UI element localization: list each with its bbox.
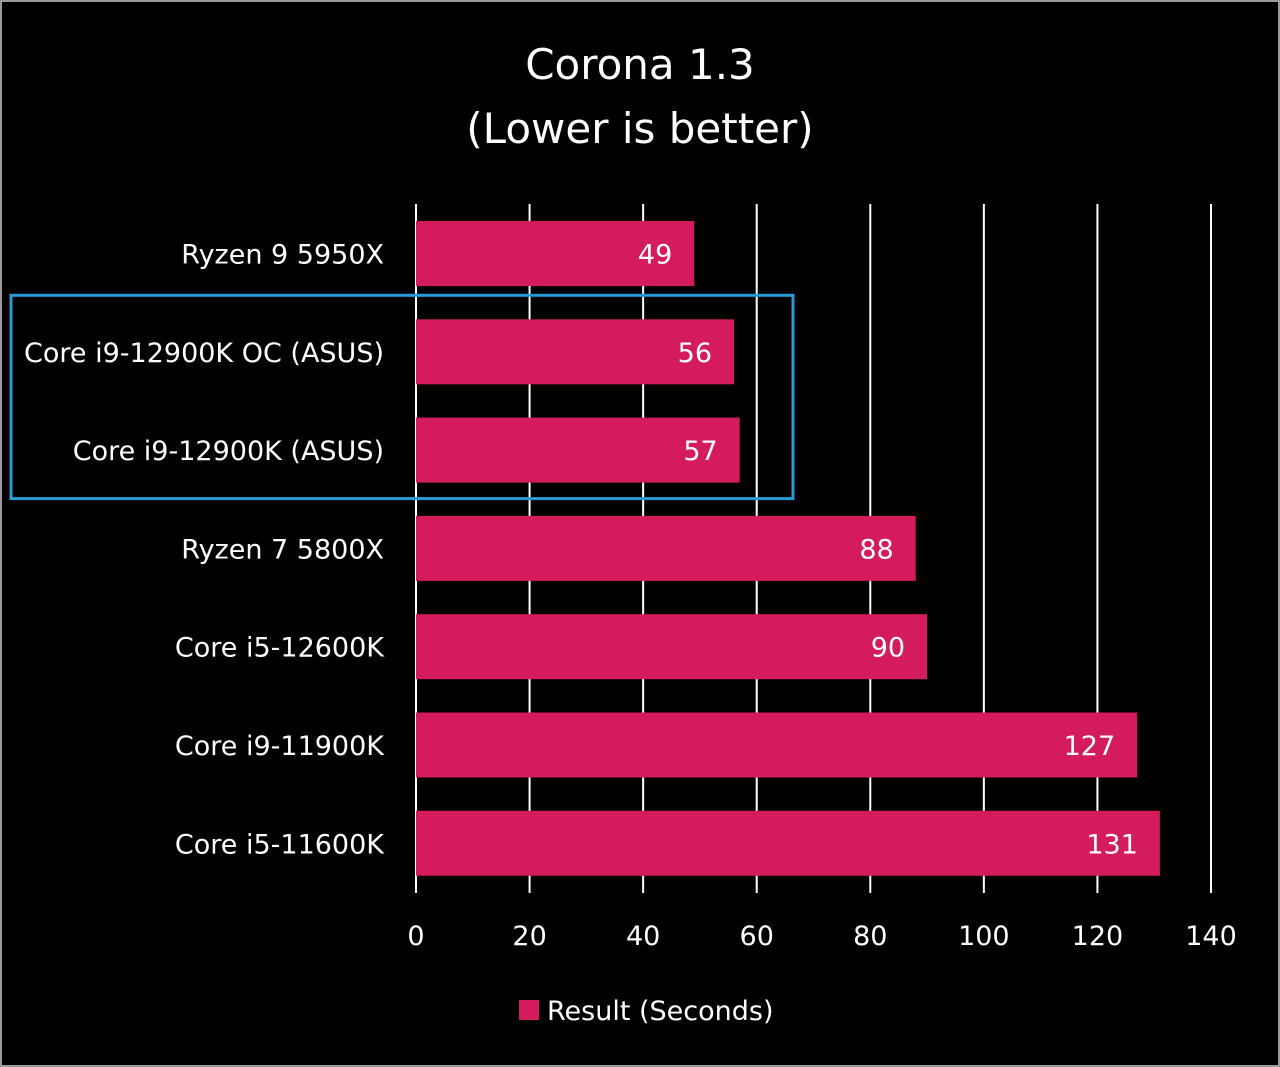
x-tick-label: 20 (512, 921, 546, 952)
bar (416, 810, 1160, 876)
category-label: Core i5-11600K (175, 829, 385, 860)
data-label: 127 (1064, 731, 1116, 762)
data-label: 90 (871, 633, 905, 664)
x-tick-label: 40 (626, 921, 660, 952)
category-label: Core i5-12600K (175, 633, 385, 664)
highlight-box (9, 293, 795, 501)
bar (416, 515, 916, 581)
chart-title-line-2: (Lower is better) (466, 104, 813, 153)
category-label: Core i9-11900K (175, 731, 385, 762)
x-tick-label: 120 (1072, 921, 1124, 952)
category-label: Core i9-12900K OC (ASUS) (24, 338, 384, 369)
x-tick-label: 140 (1185, 921, 1237, 952)
chart-title-line-1: Corona 1.3 (525, 40, 755, 89)
data-label: 49 (638, 240, 672, 271)
bar (416, 712, 1138, 778)
bar (416, 221, 695, 286)
x-tick-label: 80 (853, 921, 887, 952)
category-label: Core i9-12900K (ASUS) (73, 436, 384, 467)
bar (416, 319, 734, 385)
data-label: 88 (859, 534, 893, 565)
category-label: Ryzen 9 5950X (181, 240, 384, 271)
bars: 49 56 57 88 90 127 131 (416, 221, 1160, 876)
data-label: 56 (678, 338, 712, 369)
legend-swatch (519, 1000, 539, 1020)
x-tick-label: 0 (407, 921, 424, 952)
category-labels: Ryzen 9 5950X Core i9-12900K OC (ASUS) Cor… (24, 240, 385, 861)
legend: Result (Seconds) (519, 996, 774, 1027)
x-tick-label: 100 (958, 921, 1010, 952)
bar (416, 614, 928, 680)
legend-label: Result (Seconds) (547, 996, 774, 1027)
bar (416, 417, 740, 483)
category-label: Ryzen 7 5800X (181, 534, 384, 565)
data-label: 57 (683, 436, 717, 467)
x-axis-ticks: 0 20 40 60 80 100 120 140 (407, 921, 1236, 952)
data-label: 131 (1086, 829, 1138, 860)
x-tick-label: 60 (740, 921, 774, 952)
